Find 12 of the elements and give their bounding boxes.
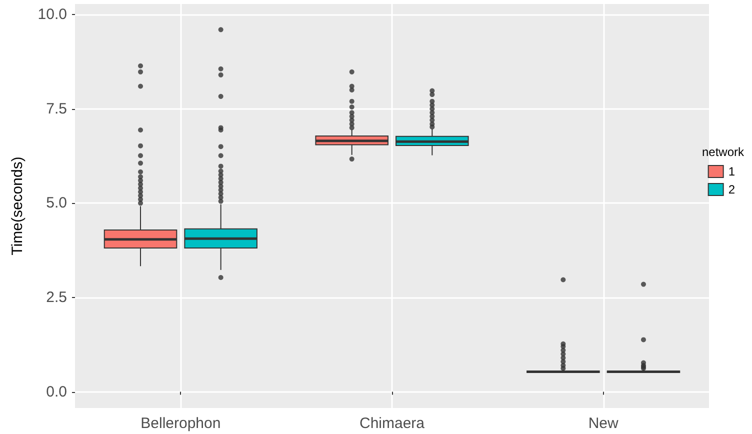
y-tick-label: 0.0: [46, 383, 67, 400]
x-tick-label: Chimaera: [359, 415, 426, 432]
x-tick-label: New: [588, 415, 618, 432]
legend-label: 2: [728, 182, 736, 196]
y-tick-label: 2.5: [46, 288, 67, 306]
y-axis-title: Time(seconds): [9, 156, 26, 256]
y-tick-label: 10.0: [38, 6, 67, 24]
legend-label: 1: [728, 164, 736, 178]
x-tick-label: Bellerophon: [140, 415, 221, 432]
y-tick-label: 7.5: [46, 100, 67, 118]
legend-title: network: [702, 145, 745, 159]
y-tick-label: 5.0: [46, 194, 67, 212]
